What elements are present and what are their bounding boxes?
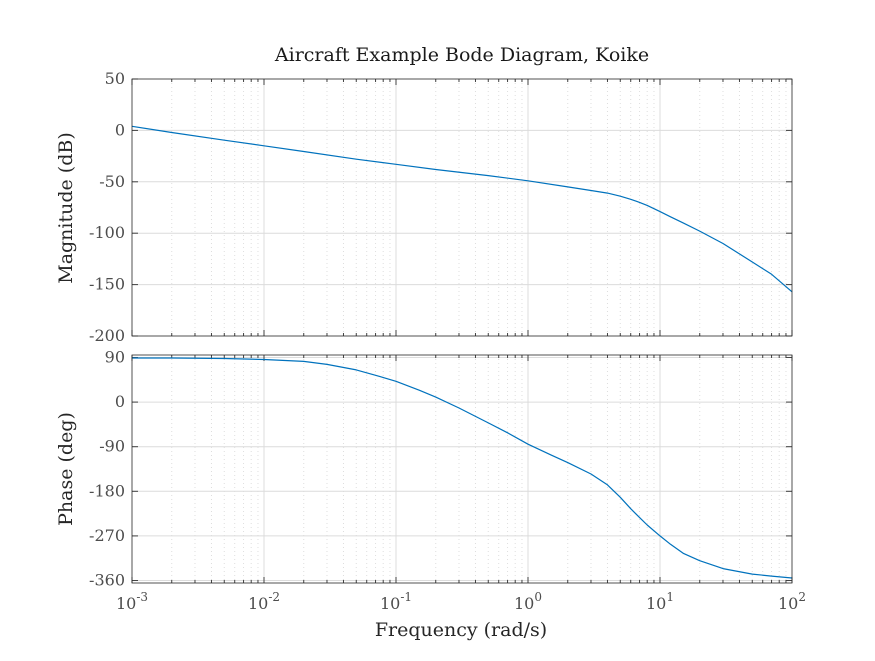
y-tick-label: 50 [105, 69, 125, 88]
x-tick-label: 101 [646, 590, 674, 613]
plot-frame [131, 354, 793, 584]
x-tick-label: 100 [514, 590, 542, 613]
phase-panel: 90 0 -90 -180 -270 -360 [89, 347, 793, 590]
x-tick-label: 10-2 [248, 590, 280, 613]
y-tick-label: -200 [89, 326, 125, 345]
x-tick-label: 102 [778, 590, 806, 613]
plot-area [132, 355, 792, 583]
y-tick-label: -50 [99, 172, 125, 191]
y-tick-label: 0 [115, 392, 125, 411]
y-tick-label: -180 [89, 481, 125, 500]
x-tick-label: 10-1 [380, 590, 412, 613]
y-tick-label: -100 [89, 223, 125, 242]
chart-title: Aircraft Example Bode Diagram, Koike [274, 44, 649, 66]
x-axis-label: Frequency (rad/s) [375, 619, 547, 641]
plot-area [132, 79, 792, 336]
y-tick-label: -90 [99, 437, 125, 456]
y-tick-label: 90 [105, 347, 125, 366]
frequency-axis: 10-3 10-2 10-1 100 101 102 [116, 590, 806, 613]
phase-line [132, 357, 793, 579]
y-tick-label: -150 [89, 275, 125, 294]
y-tick-label: 0 [115, 120, 125, 139]
magnitude-line [131, 125, 793, 293]
magnitude-y-axis-label: Magnitude (dB) [55, 132, 77, 284]
phase-y-axis-label: Phase (deg) [55, 412, 77, 526]
y-tick-label: -360 [89, 571, 125, 590]
x-tick-label: 10-3 [116, 590, 148, 613]
plot-frame [131, 78, 793, 337]
magnitude-panel: 50 0 -50 -100 -150 -200 [89, 69, 793, 345]
y-tick-label: -270 [89, 526, 125, 545]
